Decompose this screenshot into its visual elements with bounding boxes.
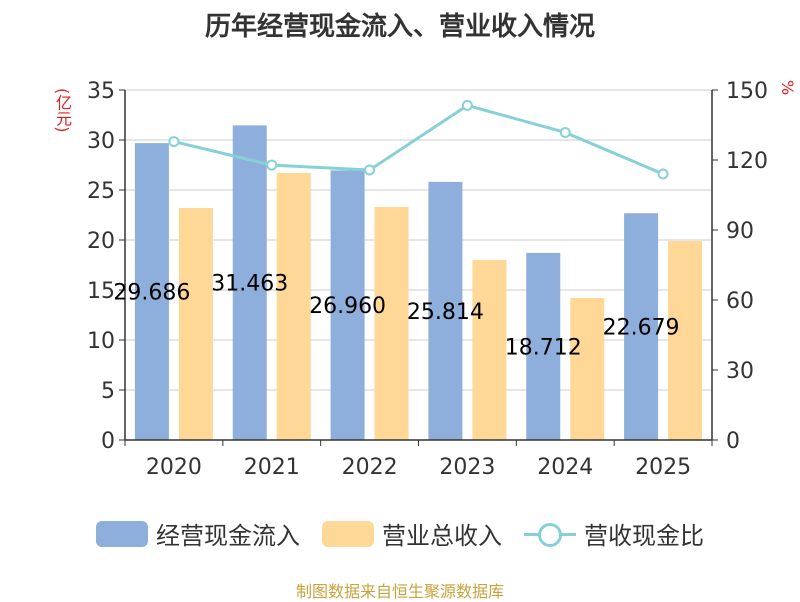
legend-line-icon: [524, 521, 576, 547]
x-axis-tick-label: 2022: [342, 455, 398, 480]
right-axis-tick-label: 0: [726, 429, 740, 454]
legend-item-revenue[interactable]: 营业总收入: [322, 516, 502, 551]
ratio-point: [168, 136, 180, 148]
bar-revenue: [668, 241, 703, 440]
bar-cash-inflow: [232, 125, 267, 441]
bar-data-label: 18.712: [505, 335, 582, 360]
ratio-point: [461, 99, 473, 111]
x-axis-tick-label: 2023: [439, 455, 495, 480]
bar-cash-inflow: [330, 170, 365, 440]
right-axis-unit: %: [778, 80, 797, 96]
right-axis-tick-label: 30: [726, 359, 754, 384]
bar-cash-inflow: [624, 213, 659, 440]
left-axis-tick-label: 0: [101, 429, 115, 454]
bar-data-label: 22.679: [603, 316, 680, 341]
ratio-line: [173, 103, 664, 176]
bar-revenue: [276, 173, 311, 440]
left-axis-tick-label: 35: [87, 79, 115, 104]
left-axis-tick-label: 5: [101, 379, 115, 404]
x-axis-tick-label: 2020: [146, 455, 202, 480]
right-axis-tick-label: 60: [726, 289, 754, 314]
legend-label-ratio: 营收现金比: [584, 522, 704, 550]
bar-revenue: [472, 260, 507, 440]
x-axis-tick-label: 2021: [244, 455, 300, 480]
ratio-point: [657, 168, 669, 180]
bar-data-label: 29.686: [113, 281, 190, 306]
bar-data-label: 25.814: [407, 300, 484, 325]
legend-label-revenue: 营业总收入: [382, 522, 502, 550]
bar-revenue: [570, 298, 605, 440]
ratio-point: [266, 159, 278, 171]
legend-item-ratio[interactable]: 营收现金比: [524, 516, 704, 551]
left-axis-tick-label: 30: [87, 129, 115, 154]
source-note: 制图数据来自恒生聚源数据库: [295, 582, 504, 601]
legend: 经营现金流入 营业总收入 营收现金比: [0, 516, 800, 551]
left-axis-tick-label: 15: [87, 279, 115, 304]
ratio-point: [364, 164, 376, 176]
legend-line-marker: [538, 522, 562, 547]
x-axis-tick-label: 2024: [537, 455, 593, 480]
bar-revenue: [374, 207, 409, 440]
left-axis-tick-label: 25: [87, 179, 115, 204]
bar-cash-inflow: [526, 252, 561, 440]
legend-swatch-cash-inflow: [96, 520, 148, 547]
legend-swatch-revenue: [322, 520, 374, 547]
left-axis-tick-label: 10: [87, 329, 115, 354]
legend-label-cash-inflow: 经营现金流入: [156, 522, 300, 550]
bar-cash-inflow: [134, 143, 169, 440]
left-axis-unit: (亿元): [53, 88, 72, 133]
bar-cash-inflow: [428, 181, 463, 441]
chart-title: 历年经营现金流入、营业收入情况: [204, 12, 595, 42]
bar-data-label: 31.463: [211, 272, 288, 297]
right-axis-tick-label: 90: [726, 219, 754, 244]
x-axis-tick-label: 2025: [635, 455, 691, 480]
legend-item-cash-inflow[interactable]: 经营现金流入: [96, 516, 300, 551]
bar-data-label: 26.960: [309, 294, 386, 319]
right-axis-tick-label: 150: [726, 79, 768, 104]
right-axis-tick-label: 120: [726, 149, 768, 174]
ratio-point: [559, 126, 571, 138]
bar-revenue: [178, 208, 213, 440]
left-axis-tick-label: 20: [87, 229, 115, 254]
